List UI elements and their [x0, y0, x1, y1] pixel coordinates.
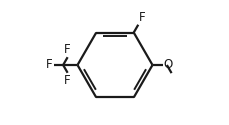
Text: O: O — [163, 58, 172, 71]
Text: F: F — [138, 11, 145, 24]
Text: F: F — [46, 58, 53, 71]
Text: F: F — [64, 43, 71, 56]
Text: F: F — [64, 74, 71, 87]
